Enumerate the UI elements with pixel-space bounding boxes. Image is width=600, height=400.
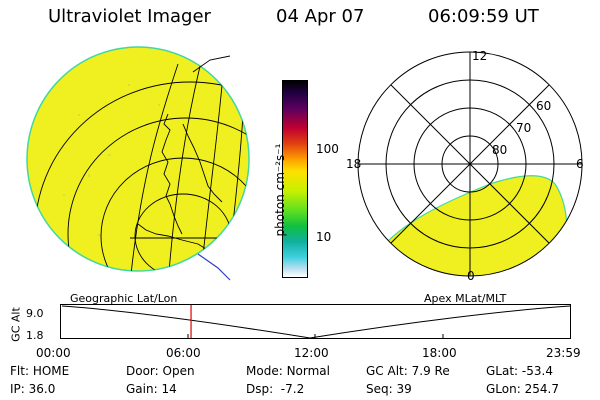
time-label: 06:09:59 UT [428,6,539,27]
date-label: 04 Apr 07 [276,6,365,27]
y-tick-1-8: 1.8 [26,329,44,342]
x-tick-1200: 12:00 [294,346,329,360]
x-tick-0000: 00:00 [36,346,71,360]
x-tick-2359: 23:59 [546,346,581,360]
x-tick-1800: 18:00 [422,346,457,360]
status-seq: Seq: 39 [366,382,412,396]
geographic-caption: Geographic Lat/Lon [70,292,178,305]
mlt-label-0: 0 [467,269,475,283]
apex-caption: Apex MLat/MLT [424,292,507,305]
status-gc-alt: GC Alt: 7.9 Re [366,364,450,378]
lat-label-60: 60 [536,99,551,113]
altitude-plot [60,304,571,339]
app-title: Ultraviolet Imager [48,6,211,27]
gc-alt-axis-label: GC Alt [9,307,23,342]
status-glon: GLon: 254.7 [486,382,559,396]
status-gain: Gain: 14 [126,382,177,396]
mlt-label-12: 12 [472,49,487,63]
color-scale-bar [282,80,308,278]
status-door: Door: Open [126,364,195,378]
status-flt: Flt: HOME [10,364,70,378]
mlt-label-18: 18 [346,157,361,171]
colorbar-unit-label: photon cm⁻²s⁻¹ [273,143,287,237]
geographic-earth-image [26,46,250,281]
status-glat: GLat: -53.4 [486,364,553,378]
x-tick-0600: 06:00 [166,346,201,360]
status-dsp: Dsp: -7.2 [246,382,305,396]
polar-mlt-plot: 12 18 6 0 60 70 80 [346,49,584,283]
status-ip: IP: 36.0 [10,382,56,396]
colorbar-tick-10: 10 [316,230,332,244]
y-tick-9: 9.0 [26,307,44,320]
lat-label-80: 80 [492,143,507,157]
lat-label-70: 70 [516,121,531,135]
colorbar-tick-100: 100 [316,142,339,156]
mlt-label-6: 6 [576,157,584,171]
status-mode: Mode: Normal [246,364,330,378]
